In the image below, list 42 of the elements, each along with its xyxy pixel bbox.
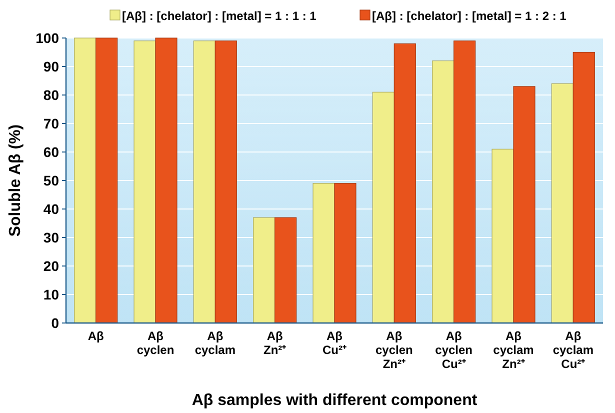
- y-tick-label: 50: [43, 172, 60, 188]
- bar: [572, 52, 595, 324]
- legend-label: [Aβ] : [chelator] : [metal] = 1 : 1 : 1: [122, 9, 317, 23]
- y-tick-label: 100: [36, 30, 60, 46]
- x-tick-label: Aβ: [88, 329, 104, 343]
- bar: [492, 148, 514, 324]
- bar: [432, 60, 454, 324]
- bar: [372, 92, 394, 324]
- x-tick-label: Aβ cyclen Zn²⁺: [375, 329, 413, 371]
- x-tick-label: Aβ Cu²⁺: [322, 329, 346, 357]
- y-tick-label: 70: [43, 115, 60, 132]
- bar: [274, 217, 297, 324]
- y-tick-label: 60: [43, 144, 60, 160]
- bar: [155, 38, 178, 324]
- y-axis-title: Soluble Aβ (%): [7, 124, 24, 237]
- y-tick-label: 90: [43, 58, 60, 74]
- bar: [134, 40, 156, 324]
- y-tick-label: 30: [43, 229, 60, 246]
- x-axis-title: Aβ samples with different component: [192, 392, 478, 409]
- bar: [74, 38, 96, 324]
- x-tick-label: Aβ Zn²⁺: [264, 329, 286, 357]
- x-tick-label: Aβ cyclen: [136, 329, 174, 357]
- bar: [454, 40, 476, 324]
- x-tick-label: Aβ cyclam Cu²⁺: [552, 329, 594, 371]
- bar: [312, 183, 335, 324]
- bar: [96, 38, 118, 324]
- x-tick-label: Aβ cyclen Cu²⁺: [435, 329, 473, 371]
- x-tick-label: Aβ cyclam Zn²⁺: [493, 329, 534, 371]
- legend-label: [Aβ] : [chelator] : [metal] = 1 : 2 : 1: [372, 9, 567, 23]
- x-tick-label: Aβ cyclam: [194, 329, 236, 357]
- y-tick-label: 0: [51, 314, 60, 331]
- bar: [334, 183, 356, 324]
- bar: [214, 40, 237, 324]
- y-tick-label: 40: [43, 200, 60, 217]
- y-tick-label: 20: [43, 258, 60, 274]
- bar: [253, 217, 276, 324]
- bar: [193, 40, 216, 324]
- y-tick-label: 10: [43, 286, 60, 302]
- y-tick-label: 80: [43, 86, 60, 103]
- bar: [513, 86, 536, 324]
- bar: [394, 43, 416, 324]
- bar: [551, 83, 574, 324]
